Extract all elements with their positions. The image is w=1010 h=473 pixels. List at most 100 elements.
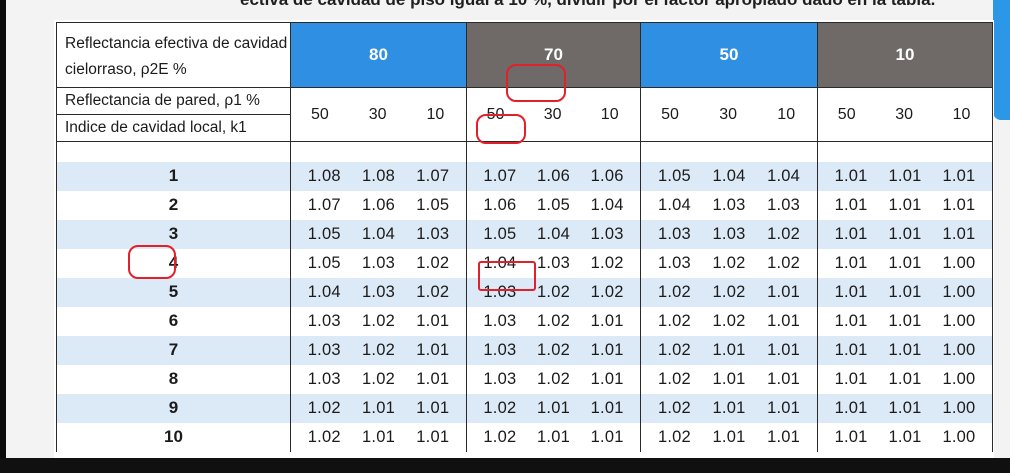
factor-group: 1.02 1.01 1.01	[640, 422, 818, 452]
factor-value: 1.01	[590, 340, 624, 359]
factor-value: 1.01	[888, 224, 922, 243]
cavity-index-label: Indice de cavidad local, k1	[56, 114, 291, 142]
factor-group: 1.02 1.01 1.01	[640, 335, 818, 365]
factor-value: 1.02	[712, 253, 746, 272]
factor-value: 1.02	[362, 311, 395, 330]
factor-value: 1.03	[537, 253, 570, 272]
factor-value: 1.02	[416, 253, 450, 272]
factor-group: 1.03 1.02 1.01	[290, 335, 467, 365]
factor-value: 1.03	[307, 340, 341, 359]
factor-value: 1.07	[307, 195, 341, 214]
factor-value: 1.01	[416, 369, 450, 388]
wall-value: 50	[310, 105, 329, 123]
table-row: 9 1.02 1.01 1.01 1.02 1.01 1.01 1.02 1.01 1.01 1.0…	[56, 393, 993, 423]
factor-value: 1.02	[590, 253, 624, 272]
factor-group: 1.03 1.02 1.01	[290, 364, 467, 394]
factor-value: 1.01	[767, 340, 800, 359]
factor-group: 1.07 1.06 1.05	[290, 190, 467, 220]
factor-group: 1.03 1.02 1.02	[466, 277, 641, 307]
factor-value: 1.01	[888, 253, 922, 272]
factor-value: 1.01	[834, 166, 868, 185]
factor-value: 1.01	[590, 311, 624, 330]
factor-group: 1.02 1.01 1.01	[290, 422, 467, 452]
factor-value: 1.02	[362, 340, 395, 359]
factor-value: 1.01	[767, 398, 800, 417]
factor-value: 1.04	[307, 282, 341, 301]
factor-value: 1.05	[307, 253, 341, 272]
factor-value: 1.03	[362, 282, 395, 301]
table-row: 8 1.03 1.02 1.01 1.03 1.02 1.01 1.02 1.01 1.01 1.0…	[56, 364, 993, 394]
factor-value: 1.00	[942, 253, 976, 272]
factor-value: 1.03	[307, 369, 341, 388]
cavity-index-value: 7	[56, 335, 291, 365]
factor-value: 1.01	[416, 311, 450, 330]
factor-group: 1.01 1.01 1.01	[817, 219, 993, 249]
factor-value: 1.01	[834, 253, 868, 272]
factor-group: 1.02 1.01 1.01	[640, 393, 818, 423]
factor-group: 1.08 1.08 1.07	[290, 161, 467, 191]
factor-value: 1.06	[590, 166, 624, 185]
factor-value: 1.05	[416, 195, 450, 214]
factor-value: 1.01	[767, 311, 800, 330]
factor-value: 1.01	[888, 282, 922, 301]
factor-group: 1.02 1.02 1.01	[640, 277, 818, 307]
cavity-index-value: 3	[56, 219, 291, 249]
cavity-index-value: 6	[56, 306, 291, 336]
factor-group: 1.05 1.04 1.04	[640, 161, 818, 191]
table-caption: ectiva de cavidad de piso igual a 10 %, …	[240, 0, 1000, 20]
factor-value: 1.05	[483, 224, 517, 243]
cavity-index-value: 8	[56, 364, 291, 394]
factor-value: 1.02	[767, 253, 800, 272]
wall-value: 50	[661, 105, 679, 123]
factor-value: 1.06	[537, 166, 570, 185]
factor-value: 1.02	[362, 369, 395, 388]
cavity-index-row: Indice de cavidad local, k1	[56, 114, 993, 142]
factor-group: 1.01 1.01 1.00	[817, 422, 993, 452]
factor-value: 1.04	[362, 224, 395, 243]
factor-value: 1.01	[767, 282, 800, 301]
factor-group: 1.01 1.01 1.00	[817, 248, 993, 278]
factor-value: 1.04	[657, 195, 691, 214]
factor-value: 1.07	[483, 166, 517, 185]
factor-value: 1.01	[416, 427, 450, 446]
page-tab-marker	[993, 0, 1010, 120]
factor-value: 1.04	[590, 195, 624, 214]
factor-group: 1.02 1.01 1.01	[640, 364, 818, 394]
factor-value: 1.03	[362, 253, 395, 272]
factor-value: 1.04	[767, 166, 800, 185]
wall-value: 50	[486, 105, 505, 123]
cavity-index-value: 4	[56, 248, 291, 278]
table-row: 3 1.05 1.04 1.03 1.05 1.04 1.03 1.03 1.03 1.02 1.0…	[56, 219, 993, 249]
factor-value: 1.08	[307, 166, 341, 185]
factor-value: 1.01	[834, 195, 868, 214]
factor-value: 1.00	[942, 311, 976, 330]
factor-value: 1.00	[942, 340, 976, 359]
factor-value: 1.02	[712, 282, 746, 301]
factor-value: 1.01	[888, 398, 922, 417]
wall-values-10: 50 30 10	[817, 87, 993, 142]
factor-value: 1.01	[942, 166, 976, 185]
factor-value: 1.01	[537, 398, 570, 417]
factor-group: 1.05 1.04 1.03	[466, 219, 641, 249]
factor-value: 1.01	[942, 195, 976, 214]
factor-value: 1.02	[657, 427, 691, 446]
cavity-index-value: 9	[56, 393, 291, 423]
factor-group: 1.01 1.01 1.00	[817, 335, 993, 365]
factor-group: 1.05 1.03 1.02	[290, 248, 467, 278]
factor-value: 1.01	[834, 340, 868, 359]
table-row: 4 1.05 1.03 1.02 1.04 1.03 1.02 1.03 1.02 1.02 1.0…	[56, 248, 993, 278]
factor-value: 1.01	[888, 311, 922, 330]
factor-value: 1.06	[362, 195, 395, 214]
factor-value: 1.03	[307, 311, 341, 330]
factor-value: 1.02	[590, 282, 624, 301]
factor-group: 1.02 1.01 1.01	[466, 393, 641, 423]
factor-value: 1.05	[537, 195, 570, 214]
factor-value: 1.01	[712, 398, 746, 417]
factor-value: 1.04	[537, 224, 570, 243]
wall-value: 10	[600, 105, 619, 123]
factor-group: 1.07 1.06 1.06	[466, 161, 641, 191]
wall-value: 30	[368, 105, 387, 123]
factor-value: 1.04	[712, 166, 746, 185]
factor-value: 1.02	[657, 282, 691, 301]
wall-reflectance-row: Reflectancia de pared, ρ1 % 50 30 10 50 30 1…	[56, 87, 993, 142]
